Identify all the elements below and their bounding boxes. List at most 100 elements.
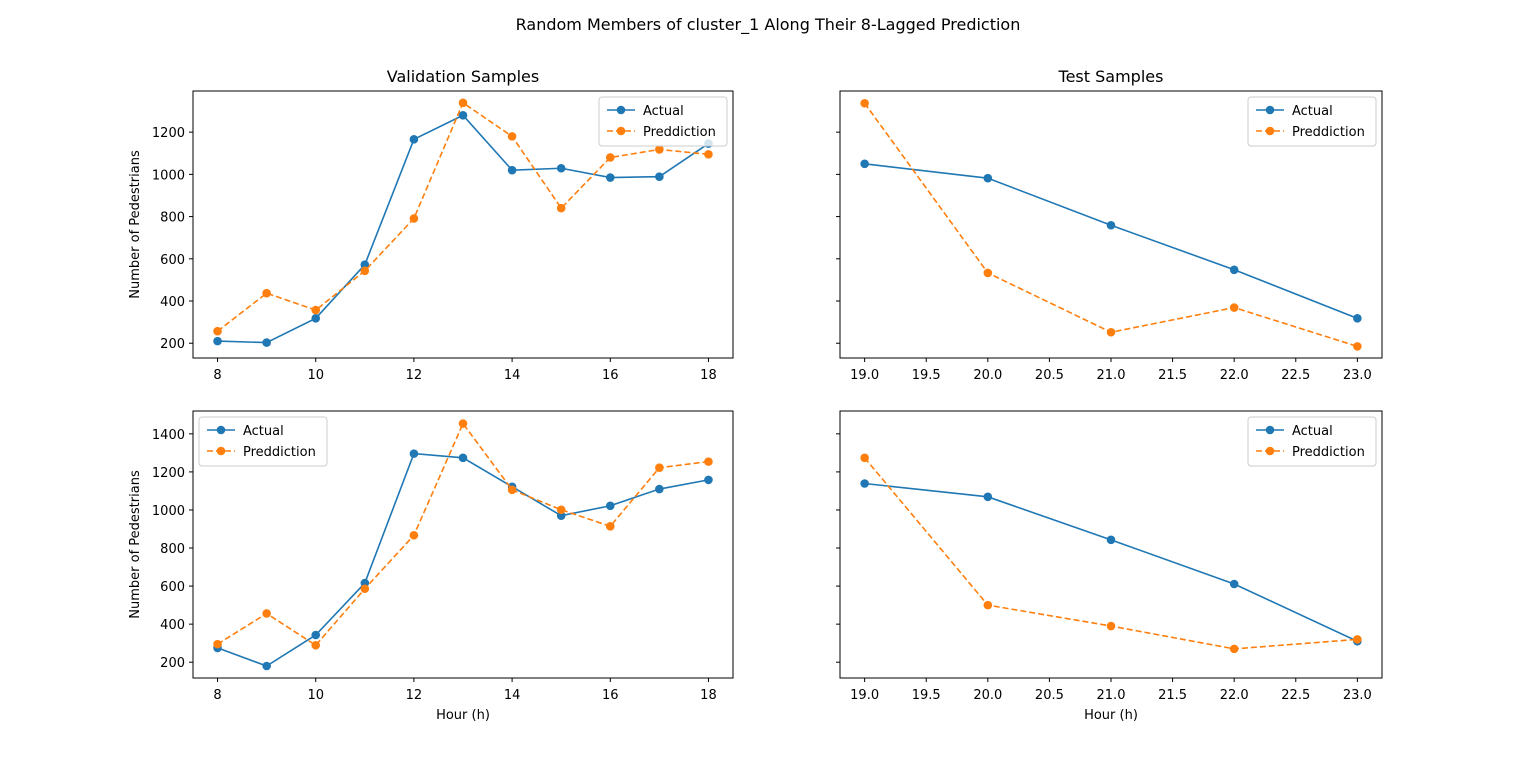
data-point — [704, 150, 713, 159]
x-tick-label: 20.5 — [1035, 688, 1064, 703]
subplot-3: 8 10 12 14 16 18 200 400 600 800 1000 1200 1400 Hour … — [128, 410, 734, 723]
data-point — [556, 203, 566, 213]
legend: Actual Preddiction — [1247, 416, 1377, 467]
y-tick-label: 200 — [160, 656, 185, 671]
data-point — [213, 326, 222, 336]
data-point — [605, 173, 615, 182]
data-point — [360, 266, 370, 276]
data-point — [213, 336, 222, 346]
y-tick-label: 400 — [160, 295, 185, 310]
y-tick-label: 800 — [160, 211, 185, 226]
y-tick-label: 600 — [160, 580, 185, 595]
series-line — [217, 452, 709, 667]
subplot-2: Test Samples 19.0 19.5 20.0 20.5 21.0 21.5 22.0… — [836, 67, 1383, 383]
series-line — [864, 457, 1358, 650]
data-point — [983, 492, 993, 502]
series-actual — [860, 479, 1362, 646]
data-point — [458, 110, 468, 120]
legend-marker — [616, 105, 626, 115]
x-tick-label: 10 — [307, 688, 324, 703]
legend-label: Preddiction — [1292, 445, 1365, 460]
data-point — [262, 338, 271, 347]
series-actual — [213, 110, 713, 347]
data-point — [860, 159, 869, 169]
y-tick-label: 1200 — [152, 466, 185, 481]
legend-label: Preddiction — [1292, 125, 1365, 140]
x-tick-label: 21.5 — [1158, 368, 1187, 383]
x-tick-label: 22.0 — [1220, 368, 1249, 383]
data-point — [655, 172, 664, 181]
series-actual — [860, 159, 1362, 323]
legend-marker — [616, 126, 626, 136]
subplot-title: Validation Samples — [387, 67, 539, 86]
x-tick-label: 18 — [700, 368, 717, 383]
data-point — [1353, 635, 1362, 644]
data-point — [507, 165, 517, 175]
subplot-1: Validation Samples 8 10 12 14 16 18 200 400 600 80… — [128, 67, 734, 383]
series-line — [217, 421, 709, 647]
subplot-title: Test Samples — [1058, 67, 1164, 86]
data-point — [1106, 535, 1116, 545]
data-point — [1106, 220, 1116, 230]
x-axis-label: Hour (h) — [1084, 708, 1138, 723]
legend-label: Actual — [1292, 104, 1333, 119]
legend-label: Actual — [1292, 424, 1333, 439]
x-tick-label: 20.5 — [1035, 368, 1064, 383]
data-point — [262, 288, 271, 298]
y-axis-label: Number of Pedestrians — [128, 150, 143, 299]
legend: Actual Preddiction — [1247, 96, 1377, 147]
data-point — [213, 639, 222, 649]
x-tick-label: 18 — [700, 688, 717, 703]
legend-marker — [1265, 425, 1275, 435]
x-tick-label: 21.0 — [1097, 688, 1126, 703]
legend-label: Preddiction — [643, 125, 716, 140]
data-point — [1106, 327, 1116, 337]
data-point — [556, 505, 566, 515]
data-point — [262, 609, 271, 618]
x-tick-label: 22.5 — [1281, 688, 1310, 703]
legend: Actual Preddiction — [598, 96, 728, 147]
data-point — [860, 98, 869, 108]
x-tick-label: 12 — [406, 368, 423, 383]
data-point — [655, 145, 664, 154]
axes-frame — [192, 410, 734, 679]
data-point — [1229, 644, 1239, 654]
data-point — [458, 98, 468, 108]
data-point — [605, 501, 615, 511]
legend-label: Actual — [643, 104, 684, 119]
x-tick-label: 16 — [602, 688, 619, 703]
legend-label: Preddiction — [243, 445, 316, 460]
x-tick-label: 10 — [307, 368, 324, 383]
data-point — [556, 511, 566, 520]
legend-marker — [1265, 105, 1275, 115]
data-point — [311, 314, 321, 323]
data-point — [311, 305, 321, 315]
legend: Actual Preddiction — [198, 416, 328, 467]
data-point — [605, 522, 615, 531]
x-tick-label: 16 — [602, 368, 619, 383]
x-tick-label: 8 — [213, 368, 221, 383]
data-point — [860, 479, 869, 488]
x-tick-label: 20.0 — [973, 688, 1002, 703]
series-line — [864, 482, 1358, 642]
data-point — [860, 453, 869, 463]
data-point — [409, 449, 419, 458]
data-point — [262, 661, 271, 671]
x-tick-label: 23.0 — [1343, 368, 1372, 383]
legend-label: Actual — [243, 424, 284, 439]
x-tick-label: 12 — [406, 688, 423, 703]
data-point — [983, 268, 993, 278]
x-tick-label: 19.0 — [850, 688, 879, 703]
y-tick-label: 600 — [160, 253, 185, 268]
data-point — [655, 463, 664, 473]
x-tick-label: 14 — [504, 368, 521, 383]
data-point — [1229, 579, 1239, 589]
data-point — [311, 630, 321, 640]
legend-marker — [1265, 446, 1275, 456]
legend-marker — [216, 446, 226, 456]
data-point — [704, 457, 713, 466]
legend-marker — [216, 425, 226, 435]
series-prediction — [213, 98, 713, 336]
data-point — [983, 600, 993, 610]
